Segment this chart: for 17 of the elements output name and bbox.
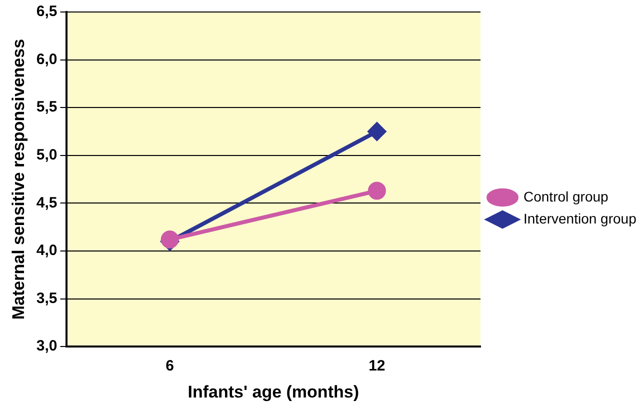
y-tick-label: 5,5 [36, 98, 58, 116]
y-tick-label: 6,0 [36, 50, 58, 68]
y-tick-label: 6,5 [36, 3, 58, 20]
y-tick-label: 4,5 [36, 194, 58, 212]
legend-label: Intervention group [524, 210, 637, 226]
x-tick-label: 12 [368, 358, 386, 375]
point [368, 182, 386, 200]
y-tick-label: 3,5 [36, 290, 58, 307]
point [160, 230, 179, 249]
y-axis-title: Maternal sensitive responsiveness [8, 38, 28, 320]
legend-label: Control group [524, 188, 609, 204]
point [368, 122, 386, 140]
y-tick-label: 3,0 [36, 338, 58, 355]
x-axis-title: Infants' age (months) [188, 382, 359, 402]
y-tick-label: 4,0 [36, 242, 58, 260]
y-tick-label: 5,0 [36, 146, 58, 164]
x-tick-label: 6 [166, 358, 174, 375]
